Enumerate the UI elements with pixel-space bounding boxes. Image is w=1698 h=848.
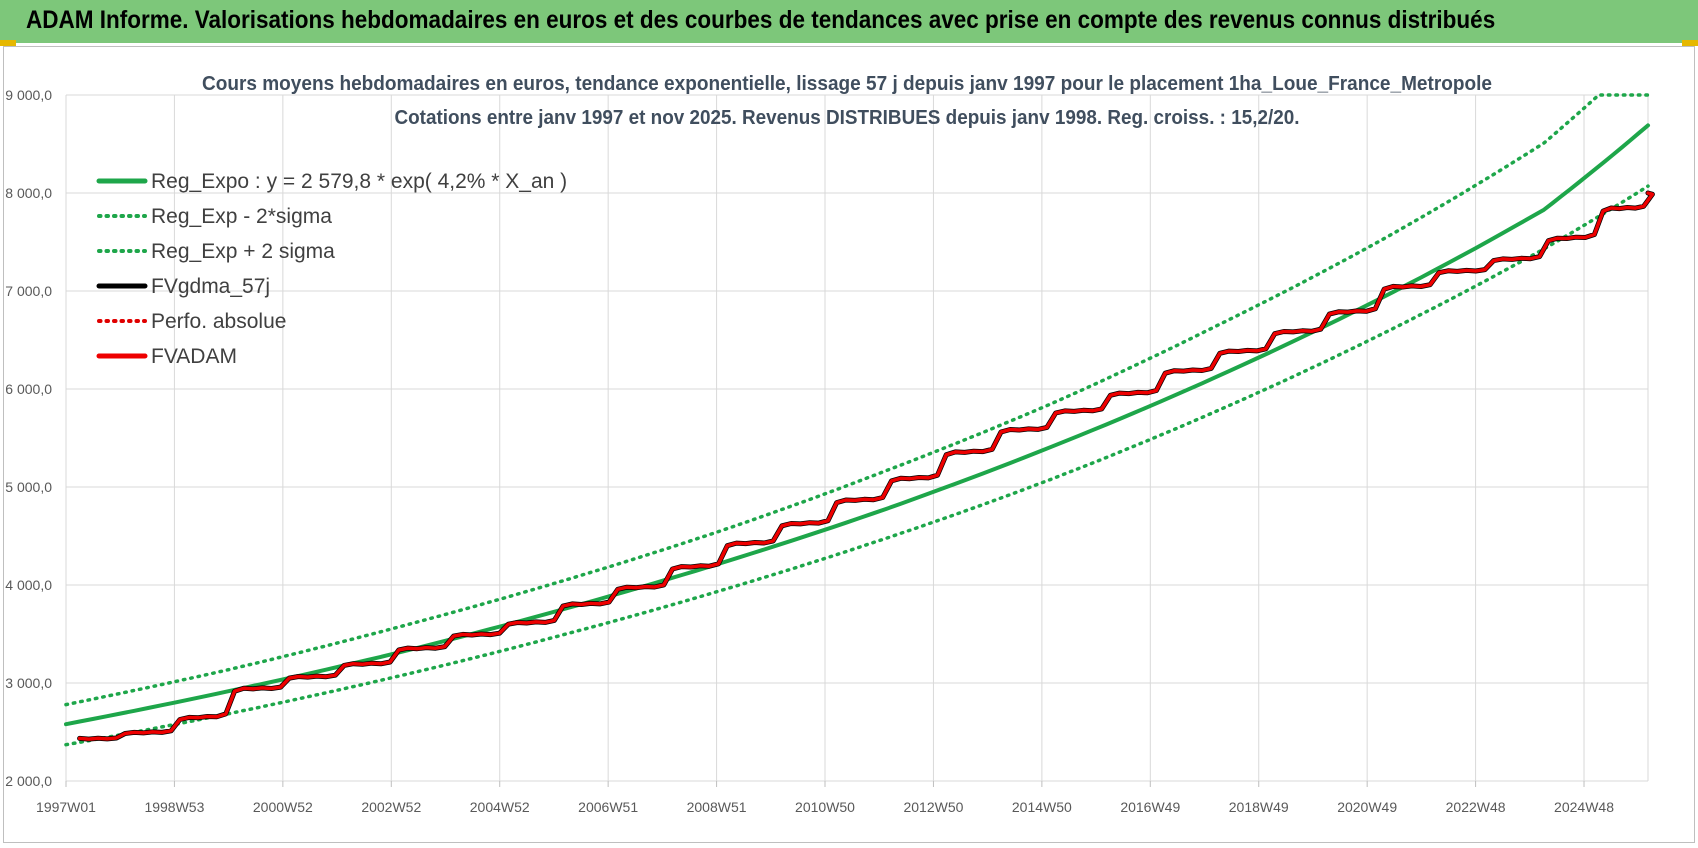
x-tick-label: 2018W49 [1229, 799, 1289, 815]
x-tick-label: 2002W52 [361, 799, 421, 815]
series-line-4 [78, 191, 1654, 741]
series-line-5 [77, 191, 1655, 741]
series-line-0 [64, 123, 1650, 727]
x-tick-label: 2020W49 [1337, 799, 1397, 815]
chart-title: Cours moyens hebdomadaires en euros, ten… [202, 73, 1492, 95]
x-tick-label: 2010W50 [795, 799, 855, 815]
x-tick-label: 2014W50 [1012, 799, 1072, 815]
y-tick-label: 7 000,0 [5, 283, 52, 299]
legend-reg-exp-plus-label: Reg_Exp + 2 sigma [151, 240, 335, 263]
report-title: ADAM Informe. Valorisations hebdomadaire… [26, 6, 1496, 34]
x-tick-label: 1997W01 [36, 799, 96, 815]
x-tick-label: 2016W49 [1120, 799, 1180, 815]
x-tick-label: 2006W51 [578, 799, 638, 815]
legend-reg-expo-label: Reg_Expo : y = 2 579,8 * exp( 4,2% * X_a… [151, 170, 567, 193]
corner-marker-left [0, 40, 16, 46]
legend-perfo-label: Perfo. absolue [151, 310, 286, 333]
y-tick-label: 2 000,0 [5, 773, 52, 789]
chart-legend: Reg_Expo : y = 2 579,8 * exp( 4,2% * X_a… [96, 170, 567, 368]
legend-fvgdma-label: FVgdma_57j [151, 275, 270, 298]
x-tick-label: 2004W52 [470, 799, 530, 815]
y-axis-ticks: 2 000,0 3 000,0 4 000,0 5 000,0 6 000,0 7 000… [5, 87, 52, 789]
y-tick-label: 9 000,0 [5, 87, 52, 103]
chart-subtitle: Cotations entre janv 1997 et nov 2025. R… [395, 107, 1300, 129]
y-tick-label: 4 000,0 [5, 577, 52, 593]
series-lines [64, 93, 1655, 747]
chart-frame [3, 46, 1695, 843]
x-tick-label: 2012W50 [903, 799, 963, 815]
y-tick-label: 5 000,0 [5, 479, 52, 495]
x-tick-label: 2022W48 [1446, 799, 1506, 815]
legend-fvadam-label: FVADAM [151, 345, 237, 368]
y-tick-label: 8 000,0 [5, 185, 52, 201]
y-tick-label: 6 000,0 [5, 381, 52, 397]
corner-marker-right [1682, 40, 1698, 46]
x-tick-label: 2000W52 [253, 799, 313, 815]
legend-reg-exp-minus-label: Reg_Exp - 2*sigma [151, 205, 332, 228]
y-tick-label: 3 000,0 [5, 675, 52, 691]
grid-lines [65, 94, 1649, 787]
x-axis-ticks: 1997W01 1998W53 2000W52 2002W52 2004W52 2006W… [36, 799, 1614, 815]
series-line-3 [77, 190, 1655, 742]
x-tick-label: 2024W48 [1554, 799, 1614, 815]
series-line-2 [64, 93, 1650, 707]
x-tick-label: 2008W51 [687, 799, 747, 815]
series-line-1 [64, 184, 1650, 747]
x-tick-label: 1998W53 [144, 799, 204, 815]
report-header: ADAM Informe. Valorisations hebdomadaire… [0, 0, 1698, 43]
